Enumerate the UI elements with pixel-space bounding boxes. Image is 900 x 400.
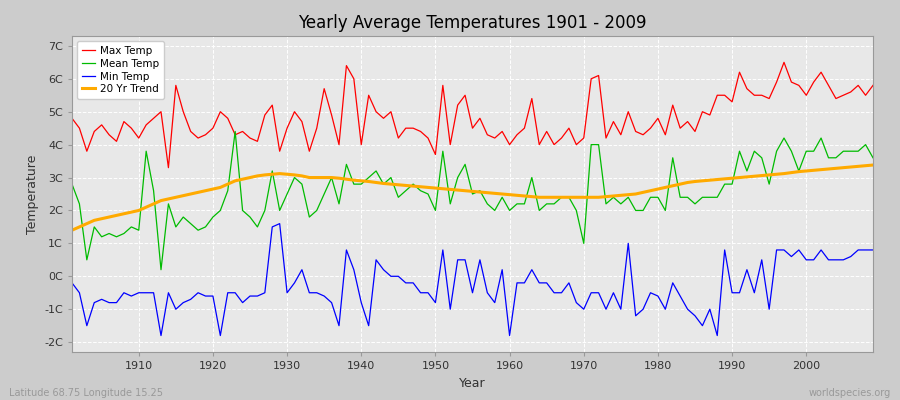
20 Yr Trend xyxy=(868,163,878,168)
Min Temp xyxy=(156,333,166,338)
Mean Temp xyxy=(67,182,77,186)
Mean Temp xyxy=(511,202,522,206)
Y-axis label: Temperature: Temperature xyxy=(25,154,39,234)
X-axis label: Year: Year xyxy=(459,376,486,390)
20 Yr Trend xyxy=(289,172,300,177)
Line: Max Temp: Max Temp xyxy=(72,62,873,168)
Min Temp xyxy=(126,294,137,298)
20 Yr Trend xyxy=(126,210,137,214)
Mean Temp xyxy=(126,224,137,229)
Max Temp xyxy=(341,63,352,68)
Max Temp xyxy=(600,136,611,140)
Min Temp xyxy=(608,290,619,295)
Text: worldspecies.org: worldspecies.org xyxy=(809,388,891,398)
Max Temp xyxy=(511,132,522,137)
Text: Latitude 68.75 Longitude 15.25: Latitude 68.75 Longitude 15.25 xyxy=(9,388,163,398)
Mean Temp xyxy=(230,129,240,134)
20 Yr Trend xyxy=(593,195,604,200)
Max Temp xyxy=(868,83,878,88)
Min Temp xyxy=(868,248,878,252)
Mean Temp xyxy=(348,182,359,186)
Min Temp xyxy=(519,280,530,285)
Legend: Max Temp, Mean Temp, Min Temp, 20 Yr Trend: Max Temp, Mean Temp, Min Temp, 20 Yr Tre… xyxy=(77,41,165,100)
Min Temp xyxy=(304,290,315,295)
Line: Mean Temp: Mean Temp xyxy=(72,132,873,270)
20 Yr Trend xyxy=(334,176,345,181)
Max Temp xyxy=(163,165,174,170)
Mean Temp xyxy=(608,195,619,200)
Min Temp xyxy=(67,280,77,285)
Mean Temp xyxy=(519,202,530,206)
Max Temp xyxy=(67,116,77,121)
Min Temp xyxy=(348,267,359,272)
Max Temp xyxy=(504,142,515,147)
Title: Yearly Average Temperatures 1901 - 2009: Yearly Average Temperatures 1901 - 2009 xyxy=(298,14,647,32)
Min Temp xyxy=(511,280,522,285)
20 Yr Trend xyxy=(504,192,515,197)
Max Temp xyxy=(778,60,789,65)
Max Temp xyxy=(126,126,137,130)
Mean Temp xyxy=(304,215,315,220)
20 Yr Trend xyxy=(497,192,508,196)
20 Yr Trend xyxy=(67,228,77,233)
Max Temp xyxy=(296,119,307,124)
Line: 20 Yr Trend: 20 Yr Trend xyxy=(72,165,873,230)
Min Temp xyxy=(274,221,285,226)
Line: Min Temp: Min Temp xyxy=(72,224,873,336)
Mean Temp xyxy=(156,267,166,272)
Mean Temp xyxy=(868,155,878,160)
